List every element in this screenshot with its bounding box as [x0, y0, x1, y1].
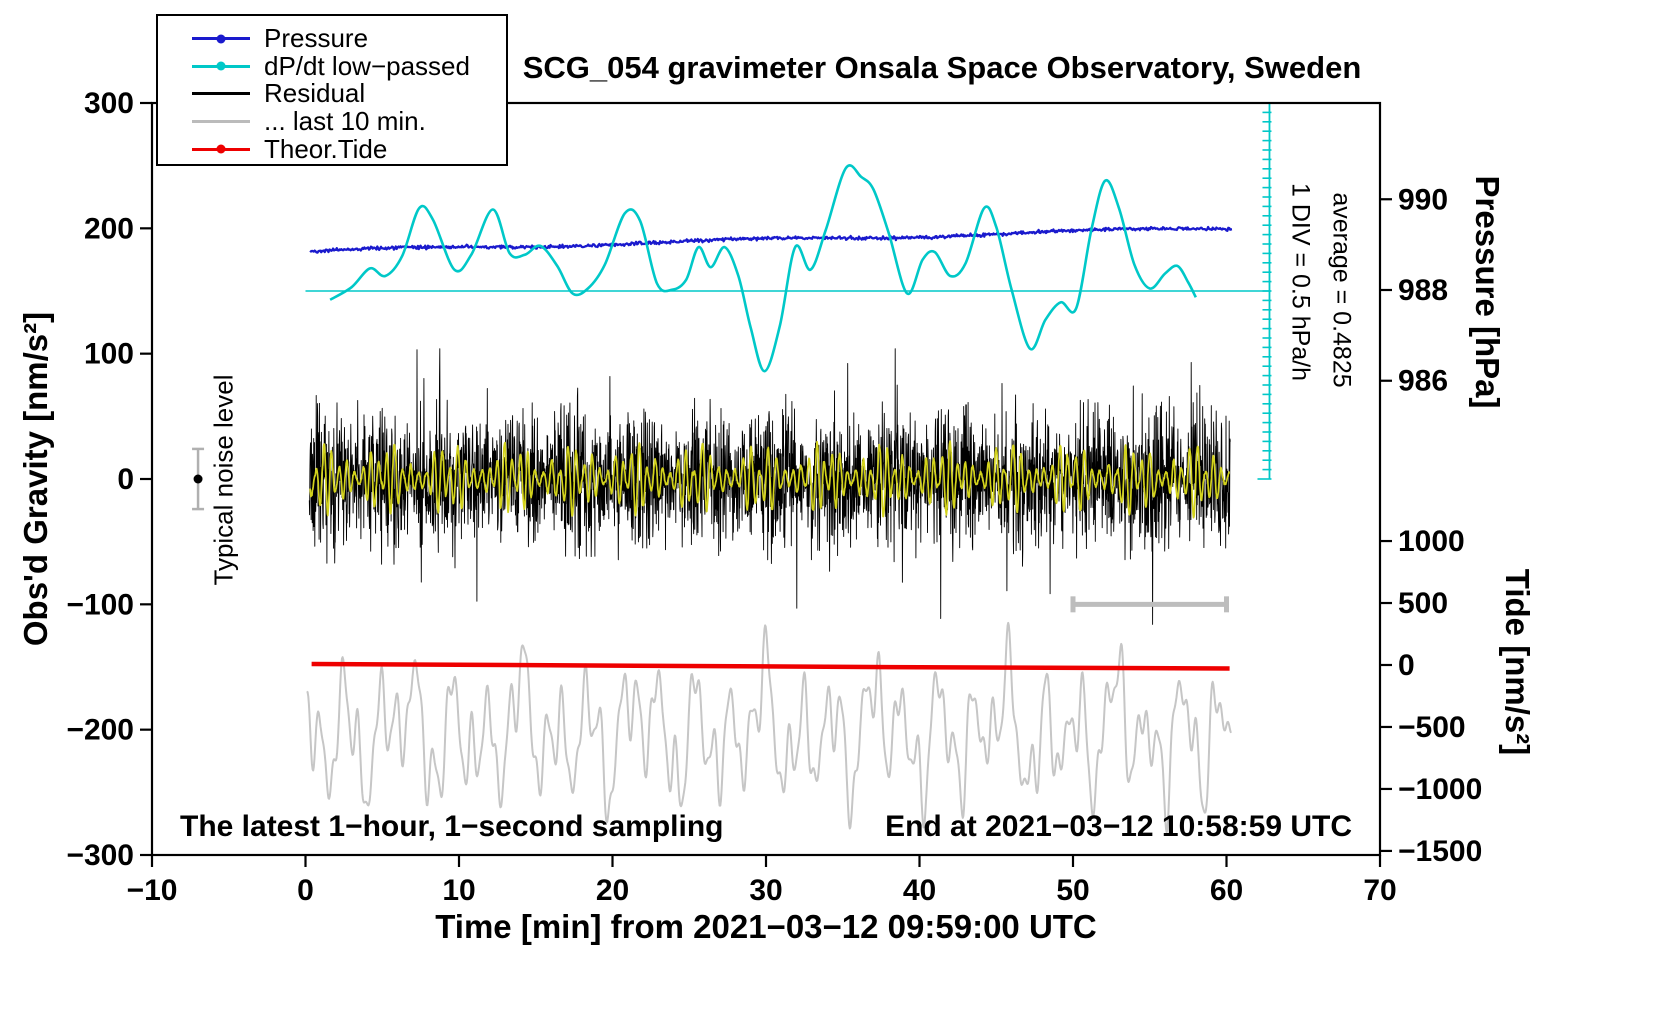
svg-text:0: 0: [117, 463, 134, 496]
legend: Pressure dP/dt low−passed Residual ... l…: [156, 14, 508, 166]
last10-line-sample: [192, 120, 250, 124]
pressure-line-sample: [192, 34, 250, 44]
svg-text:−1500: −1500: [1398, 835, 1482, 868]
legend-item-tide: Theor.Tide: [192, 133, 506, 164]
svg-text:10: 10: [442, 874, 475, 907]
legend-item-residual: Residual: [192, 78, 506, 109]
legend-label-last10: ... last 10 min.: [264, 106, 426, 137]
legend-label-dpdt: dP/dt low−passed: [264, 50, 470, 81]
svg-text:−1000: −1000: [1398, 773, 1482, 806]
svg-text:0: 0: [1398, 649, 1415, 682]
dpdt-line-sample: [192, 61, 250, 71]
svg-text:50: 50: [1056, 874, 1089, 907]
svg-text:30: 30: [749, 874, 782, 907]
y-axis-label-gravity: Obs'd Gravity [nm/s²]: [17, 311, 54, 647]
legend-label-pressure: Pressure: [264, 23, 369, 54]
svg-text:20: 20: [596, 874, 629, 907]
y-axis-label-tide: Tide [nm/s²]: [1499, 568, 1536, 756]
pressure-dot-marker: [216, 34, 226, 44]
div-scale-label: 1 DIV = 0.5 hPa/h: [1286, 182, 1315, 382]
svg-text:1000: 1000: [1398, 525, 1465, 558]
svg-text:−500: −500: [1398, 711, 1466, 744]
legend-label-tide: Theor.Tide: [264, 133, 388, 164]
svg-text:−100: −100: [66, 588, 134, 621]
chart-title: SCG_054 gravimeter Onsala Space Observat…: [522, 50, 1362, 85]
svg-text:40: 40: [903, 874, 936, 907]
svg-text:−200: −200: [66, 714, 134, 747]
svg-text:70: 70: [1363, 874, 1396, 907]
svg-text:500: 500: [1398, 587, 1448, 620]
svg-text:986: 986: [1398, 365, 1448, 398]
tide-line-sample: [192, 144, 250, 154]
residual-line-sample: [192, 92, 250, 96]
legend-item-pressure: Pressure: [192, 23, 506, 54]
svg-text:−300: −300: [66, 839, 134, 872]
sampling-note: The latest 1−hour, 1−second sampling: [180, 810, 724, 843]
svg-text:60: 60: [1210, 874, 1243, 907]
svg-text:200: 200: [84, 212, 134, 245]
legend-item-dpdt: dP/dt low−passed: [192, 50, 506, 81]
legend-label-residual: Residual: [264, 78, 366, 109]
tide-dot-marker: [216, 144, 226, 154]
svg-text:990: 990: [1398, 183, 1448, 216]
y-axis-label-pressure: Pressure [hPa]: [1469, 175, 1506, 409]
x-axis-label: Time [min] from 2021−03−12 09:59:00 UTC: [435, 908, 1097, 945]
svg-text:100: 100: [84, 338, 134, 371]
svg-text:−10: −10: [127, 874, 178, 907]
svg-text:300: 300: [84, 87, 134, 120]
svg-text:0: 0: [297, 874, 314, 907]
typical-noise-level-label: Typical noise level: [208, 374, 239, 586]
average-value-label: average = 0.4825: [1327, 192, 1356, 388]
dpdt-dot-marker: [216, 61, 226, 71]
end-time-note: End at 2021−03−12 10:58:59 UTC: [885, 810, 1352, 843]
svg-text:988: 988: [1398, 274, 1448, 307]
legend-item-last10: ... last 10 min.: [192, 106, 506, 137]
